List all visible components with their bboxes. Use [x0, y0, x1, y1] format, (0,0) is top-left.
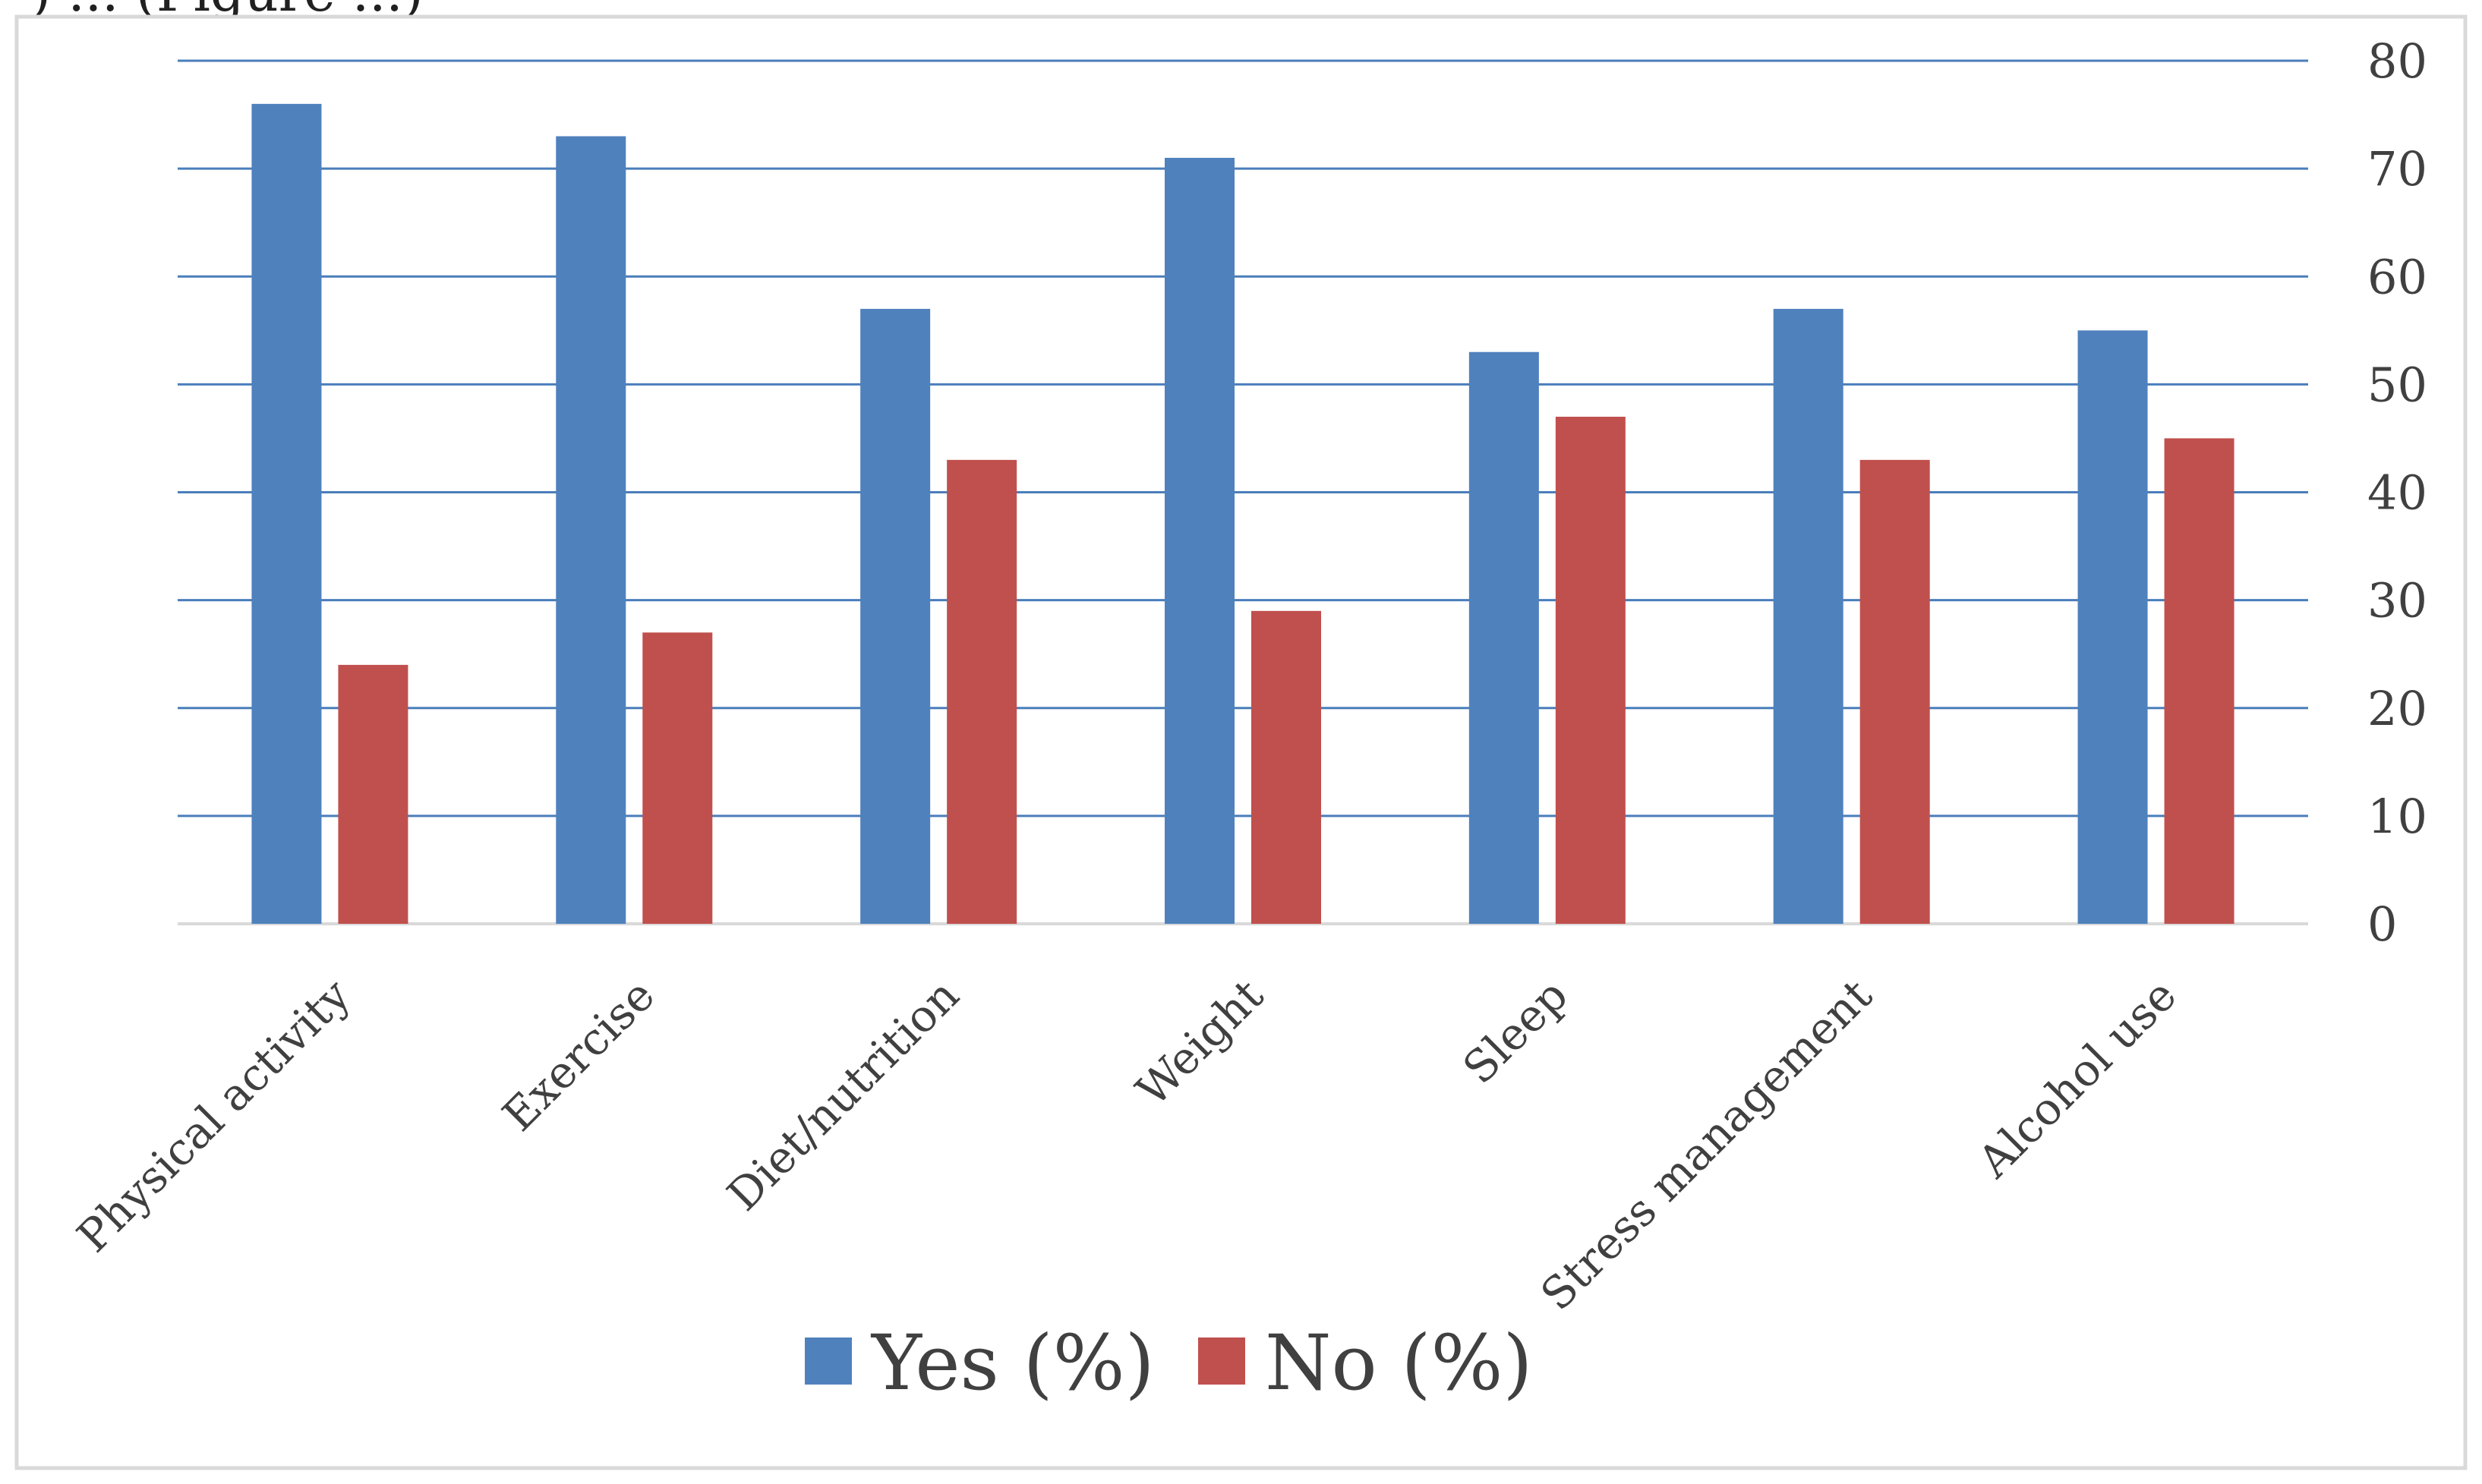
legend: Yes (%) No (%): [805, 1319, 1533, 1407]
bar-yes: [251, 103, 322, 925]
y-tick-label: 20: [2367, 681, 2427, 736]
chart-frame: [14, 14, 2468, 1470]
bar-yes: [1165, 157, 1235, 925]
bar-no: [947, 459, 1017, 924]
y-tick-label: 50: [2367, 357, 2427, 412]
bar-yes: [1468, 351, 1539, 924]
bars: [251, 103, 2234, 925]
bar-no: [2164, 438, 2234, 924]
bar-yes: [1773, 308, 1843, 924]
y-tick-label: 80: [2367, 33, 2427, 89]
gridlines: [178, 59, 2308, 925]
bar-no: [1859, 459, 1930, 924]
bar-yes: [556, 136, 626, 924]
bar-yes: [2077, 330, 2148, 924]
y-tick-label: 60: [2367, 249, 2427, 304]
bar-no: [1555, 417, 1626, 924]
bar-no: [338, 664, 408, 924]
legend-swatch: [1198, 1337, 1245, 1385]
bar-yes: [860, 308, 931, 924]
y-tick-label: 70: [2367, 141, 2427, 197]
legend-label: Yes (%): [870, 1319, 1155, 1407]
y-tick-label: 10: [2367, 789, 2427, 844]
bar-no: [1251, 610, 1321, 924]
y-tick-label: 30: [2367, 573, 2427, 629]
legend-label: No (%): [1265, 1319, 1533, 1407]
bar-no: [642, 632, 713, 924]
y-tick-label: 40: [2367, 465, 2427, 521]
legend-swatch: [805, 1337, 852, 1385]
y-axis-ticks: 0 10 20 30 40 50 60 70 80: [2367, 33, 2427, 952]
y-tick-label: 0: [2367, 896, 2397, 952]
